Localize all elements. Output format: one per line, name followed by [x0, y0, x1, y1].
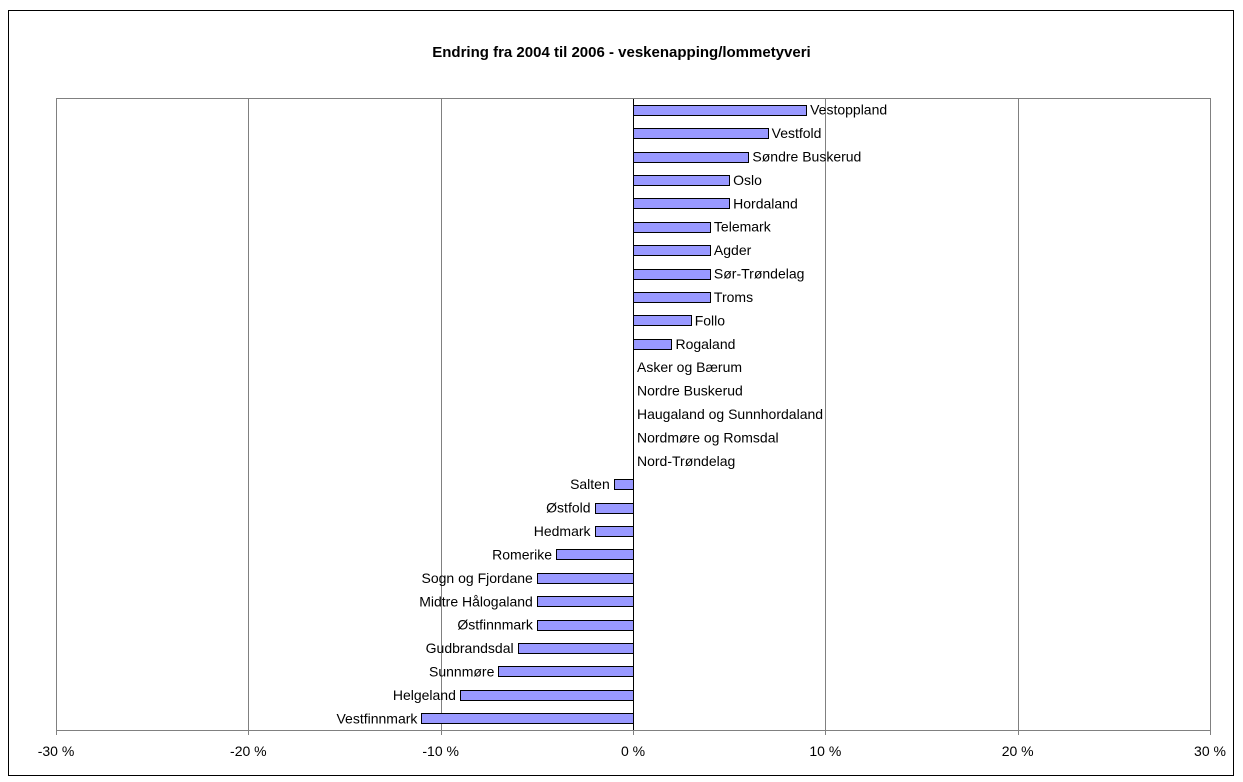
bar-10 — [633, 339, 672, 350]
category-label-26: Vestfinnmark — [336, 710, 418, 726]
category-label-24: Sunnmøre — [429, 663, 495, 679]
category-label-17: Østfold — [546, 500, 590, 516]
bar-21 — [537, 596, 634, 607]
bar-5 — [633, 222, 711, 233]
bar-2 — [633, 152, 749, 163]
bar-4 — [633, 198, 730, 209]
category-label-13: Haugaland og Sunnhordaland — [637, 406, 823, 422]
x-tick-label-3: 0 % — [621, 743, 645, 759]
bar-6 — [633, 245, 711, 256]
category-label-21: Midtre Hålogaland — [419, 593, 533, 609]
x-tick-label-0: -30 % — [38, 743, 75, 759]
x-tick-label-4: 10 % — [809, 743, 841, 759]
category-label-1: Vestfold — [772, 125, 822, 141]
x-tick-labels: -30 % -20 % -10 % 0 % 10 % 20 % 30 % — [38, 743, 1226, 759]
category-label-3: Oslo — [733, 172, 762, 188]
bar-7 — [633, 269, 711, 280]
bar-25 — [460, 690, 634, 701]
x-tick-label-2: -10 % — [422, 743, 459, 759]
category-label-11: Asker og Bærum — [637, 359, 742, 375]
category-label-22: Østfinnmark — [457, 617, 533, 633]
bar-0 — [633, 105, 807, 116]
x-tick-label-1: -20 % — [230, 743, 267, 759]
category-label-9: Follo — [695, 312, 726, 328]
bar-1 — [633, 128, 769, 139]
bar-17 — [595, 503, 634, 514]
category-label-0: Vestoppland — [810, 102, 887, 118]
category-label-5: Telemark — [714, 219, 772, 235]
plot-area-border — [56, 98, 1211, 731]
bar-24 — [498, 666, 634, 677]
bar-22 — [537, 620, 634, 631]
category-label-12: Nordre Buskerud — [637, 383, 743, 399]
category-label-19: Romerike — [492, 546, 552, 562]
category-labels: Vestoppland Vestfold Søndre Buskerud Oslo Ho… — [336, 102, 887, 727]
category-label-23: Gudbrandsdal — [426, 640, 514, 656]
category-label-16: Salten — [570, 476, 610, 492]
x-tick-label-5: 20 % — [1002, 743, 1034, 759]
bar-16 — [614, 479, 634, 490]
category-label-10: Rogaland — [675, 336, 735, 352]
category-label-25: Helgeland — [393, 687, 456, 703]
category-label-2: Søndre Buskerud — [752, 149, 861, 165]
chart-title: Endring fra 2004 til 2006 - veskenapping… — [432, 44, 811, 61]
category-label-8: Troms — [714, 289, 753, 305]
x-tick-label-6: 30 % — [1194, 743, 1226, 759]
category-label-20: Sogn og Fjordane — [422, 570, 534, 586]
bar-18 — [595, 526, 634, 537]
bar-19 — [556, 549, 634, 560]
bar-3 — [633, 175, 730, 186]
bar-8 — [633, 292, 711, 303]
category-label-14: Nordmøre og Romsdal — [637, 429, 779, 445]
category-label-4: Hordaland — [733, 195, 798, 211]
bar-23 — [518, 643, 634, 654]
category-label-7: Sør-Trøndelag — [714, 266, 805, 282]
category-label-15: Nord-Trøndelag — [637, 453, 735, 469]
bar-26 — [421, 713, 634, 724]
bar-9 — [633, 315, 692, 326]
bars — [421, 98, 807, 730]
bar-20 — [537, 573, 634, 584]
category-label-6: Agder — [714, 242, 752, 258]
category-label-18: Hedmark — [534, 523, 592, 539]
